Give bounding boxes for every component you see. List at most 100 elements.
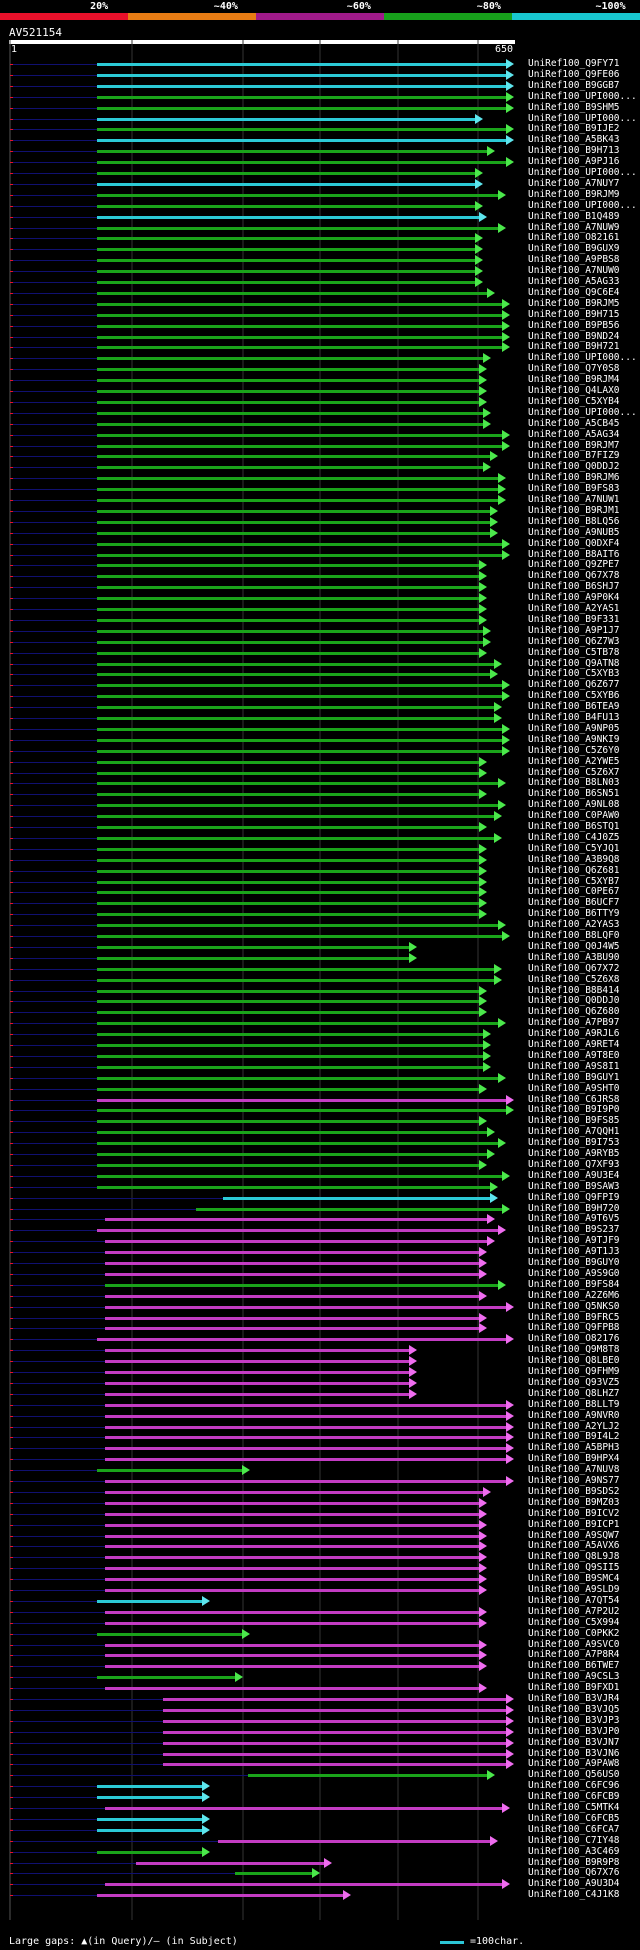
hit-row[interactable]: UniRef100_B9H713 — [0, 145, 640, 157]
hit-row[interactable]: UniRef100_A9SVC0 — [0, 1639, 640, 1650]
hit-row[interactable]: UniRef100_C5X994 — [0, 1617, 640, 1628]
hit-label[interactable]: UniRef100_B7FIZ9 — [528, 450, 620, 462]
hit-label[interactable]: UniRef100_A9TJF9 — [528, 1235, 620, 1247]
hit-label[interactable]: UniRef100_C6FCB5 — [528, 1812, 620, 1824]
hit-label[interactable]: UniRef100_C5Z6Y0 — [528, 744, 620, 756]
hit-label[interactable]: UniRef100_C6FCB9 — [528, 1791, 620, 1803]
hit-label[interactable]: UniRef100_UPI000... — [528, 112, 637, 124]
hit-row[interactable]: UniRef100_A7NUW1 — [0, 494, 640, 505]
hit-label[interactable]: UniRef100_B3VJR4 — [528, 1693, 620, 1704]
hit-row[interactable]: UniRef100_Q0DDJ2 — [0, 461, 640, 473]
hit-row[interactable]: UniRef100_B9ND24 — [0, 331, 640, 342]
hit-row[interactable]: UniRef100_B8B414 — [0, 985, 640, 996]
hit-row[interactable]: UniRef100_Q0J4W5 — [0, 941, 640, 952]
hit-label[interactable]: UniRef100_Q6Z7W3 — [528, 635, 620, 647]
hit-row[interactable]: UniRef100_A7QT54 — [0, 1595, 640, 1606]
hit-label[interactable]: UniRef100_C6JRS8 — [528, 1093, 620, 1105]
hit-label[interactable]: UniRef100_A3B9Q8 — [528, 853, 620, 865]
hit-row[interactable]: UniRef100_Q5NKS0 — [0, 1301, 640, 1312]
hit-label[interactable]: UniRef100_B9SDS2 — [528, 1485, 620, 1497]
hit-row[interactable]: UniRef100_A9T8E0 — [0, 1050, 640, 1061]
hit-label[interactable]: UniRef100_B9FS85 — [528, 1115, 620, 1127]
hit-row[interactable]: UniRef100_Q67X72 — [0, 963, 640, 974]
hit-row[interactable]: UniRef100_C4J0Z5 — [0, 832, 640, 843]
hit-label[interactable]: UniRef100_B9MZ03 — [528, 1496, 620, 1508]
hit-label[interactable]: UniRef100_Q8LHZ7 — [528, 1387, 620, 1399]
hit-label[interactable]: UniRef100_Q8LBE0 — [528, 1355, 620, 1367]
hit-label[interactable]: UniRef100_B9FS84 — [528, 1278, 620, 1290]
hit-row[interactable]: UniRef100_A3C469 — [0, 1846, 640, 1857]
hit-label[interactable]: UniRef100_B9RJM1 — [528, 504, 620, 516]
hit-row[interactable]: UniRef100_Q67X78 — [0, 570, 640, 582]
hit-row[interactable]: UniRef100_A7P8R4 — [0, 1649, 640, 1661]
hit-label[interactable]: UniRef100_A9RYB5 — [528, 1148, 620, 1159]
hit-row[interactable]: UniRef100_B6SHJ7 — [0, 581, 640, 593]
hit-row[interactable]: UniRef100_A9S8I1 — [0, 1061, 640, 1072]
hit-label[interactable]: UniRef100_A7NUV8 — [528, 1464, 620, 1476]
hit-row[interactable]: UniRef100_C5Z6Y0 — [0, 745, 640, 756]
hit-label[interactable]: UniRef100_Q67X78 — [528, 570, 620, 582]
hit-label[interactable]: UniRef100_C4J1K8 — [528, 1889, 620, 1901]
hit-row[interactable]: UniRef100_Q7Y0S8 — [0, 363, 640, 375]
hit-label[interactable]: UniRef100_B8LQ56 — [528, 515, 620, 527]
hit-row[interactable]: UniRef100_A9U3E4 — [0, 1170, 640, 1181]
hit-label[interactable]: UniRef100_A9NVR0 — [528, 1409, 620, 1421]
hit-row[interactable]: UniRef100_B9FS83 — [0, 483, 640, 495]
hit-row[interactable]: UniRef100_B9ICP1 — [0, 1519, 640, 1530]
hit-row[interactable]: UniRef100_A2YWE5 — [0, 756, 640, 767]
hit-row[interactable]: UniRef100_B9GUX9 — [0, 243, 640, 255]
hit-label[interactable]: UniRef100_B4FU13 — [528, 712, 620, 723]
hit-row[interactable]: UniRef100_A9RYB5 — [0, 1148, 640, 1159]
hit-row[interactable]: UniRef100_B9FXD1 — [0, 1682, 640, 1694]
hit-row[interactable]: UniRef100_B8LLT9 — [0, 1399, 640, 1410]
hit-label[interactable]: UniRef100_B9RJM4 — [528, 374, 620, 386]
hit-label[interactable]: UniRef100_A9NP05 — [528, 722, 620, 734]
hit-row[interactable]: UniRef100_A5AG33 — [0, 276, 640, 287]
hit-row[interactable]: UniRef100_Q9FHM9 — [0, 1366, 640, 1377]
hit-row[interactable]: UniRef100_B9RJM6 — [0, 472, 640, 484]
hit-label[interactable]: UniRef100_A5AVX6 — [528, 1540, 620, 1552]
hit-row[interactable]: UniRef100_B3VJN6 — [0, 1748, 640, 1759]
hit-label[interactable]: UniRef100_B9RJM6 — [528, 472, 620, 484]
hit-label[interactable]: UniRef100_A2YWE5 — [528, 755, 620, 767]
hit-row[interactable]: UniRef100_Q6Z680 — [0, 1006, 640, 1018]
hit-row[interactable]: UniRef100_A2YAS3 — [0, 919, 640, 931]
hit-label[interactable]: UniRef100_A7PB97 — [528, 1017, 620, 1029]
hit-row[interactable]: UniRef100_B9FS85 — [0, 1115, 640, 1127]
hit-row[interactable]: UniRef100_Q4LAX0 — [0, 385, 640, 396]
hit-label[interactable]: UniRef100_B6TWE7 — [528, 1660, 620, 1672]
hit-row[interactable]: UniRef100_C5MTK4 — [0, 1802, 640, 1813]
hit-label[interactable]: UniRef100_C5XYB6 — [528, 690, 620, 702]
hit-label[interactable]: UniRef100_B6SN51 — [528, 788, 620, 800]
hit-label[interactable]: UniRef100_B3VJQ5 — [528, 1703, 620, 1715]
hit-row[interactable]: UniRef100_A9T1J3 — [0, 1246, 640, 1258]
hit-label[interactable]: UniRef100_A9SVC0 — [528, 1638, 620, 1650]
hit-label[interactable]: UniRef100_B6TEA9 — [528, 701, 620, 713]
hit-label[interactable]: UniRef100_A2Z6M6 — [528, 1289, 620, 1301]
hit-row[interactable]: UniRef100_B6UCF7 — [0, 897, 640, 909]
hit-label[interactable]: UniRef100_Q0DDJ0 — [528, 995, 620, 1007]
hit-label[interactable]: UniRef100_C5X994 — [528, 1616, 620, 1628]
hit-row[interactable]: UniRef100_Q9ZPE7 — [0, 559, 640, 571]
hit-label[interactable]: UniRef100_Q93VZ5 — [528, 1376, 620, 1388]
hit-label[interactable]: UniRef100_B9PB56 — [528, 319, 620, 331]
hit-label[interactable]: UniRef100_A9T8E0 — [528, 1049, 620, 1061]
hit-row[interactable]: UniRef100_B9FRC5 — [0, 1312, 640, 1323]
hit-label[interactable]: UniRef100_B9RJM9 — [528, 188, 620, 200]
hit-row[interactable]: UniRef100_B9ICV2 — [0, 1508, 640, 1519]
hit-row[interactable]: UniRef100_A5CB45 — [0, 418, 640, 429]
hit-row[interactable]: UniRef100_A9NS77 — [0, 1475, 640, 1486]
hit-row[interactable]: UniRef100_B6SN51 — [0, 788, 640, 800]
hit-row[interactable]: UniRef100_A5AVX6 — [0, 1540, 640, 1552]
hit-label[interactable]: UniRef100_UPI000... — [528, 167, 637, 178]
hit-label[interactable]: UniRef100_B3VJP3 — [528, 1714, 620, 1726]
hit-label[interactable]: UniRef100_A9U3E4 — [528, 1169, 620, 1181]
hit-row[interactable]: UniRef100_Q0DDJ0 — [0, 995, 640, 1007]
hit-label[interactable]: UniRef100_B6UCF7 — [528, 897, 620, 909]
hit-row[interactable]: UniRef100_A7NUW0 — [0, 265, 640, 277]
hit-row[interactable]: UniRef100_Q9ATN8 — [0, 658, 640, 669]
hit-row[interactable]: UniRef100_B1Q489 — [0, 211, 640, 222]
hit-row[interactable]: UniRef100_Q8L9J8 — [0, 1551, 640, 1563]
hit-row[interactable]: UniRef100_B9RJM7 — [0, 440, 640, 451]
hit-row[interactable]: UniRef100_B3VJR4 — [0, 1693, 640, 1704]
